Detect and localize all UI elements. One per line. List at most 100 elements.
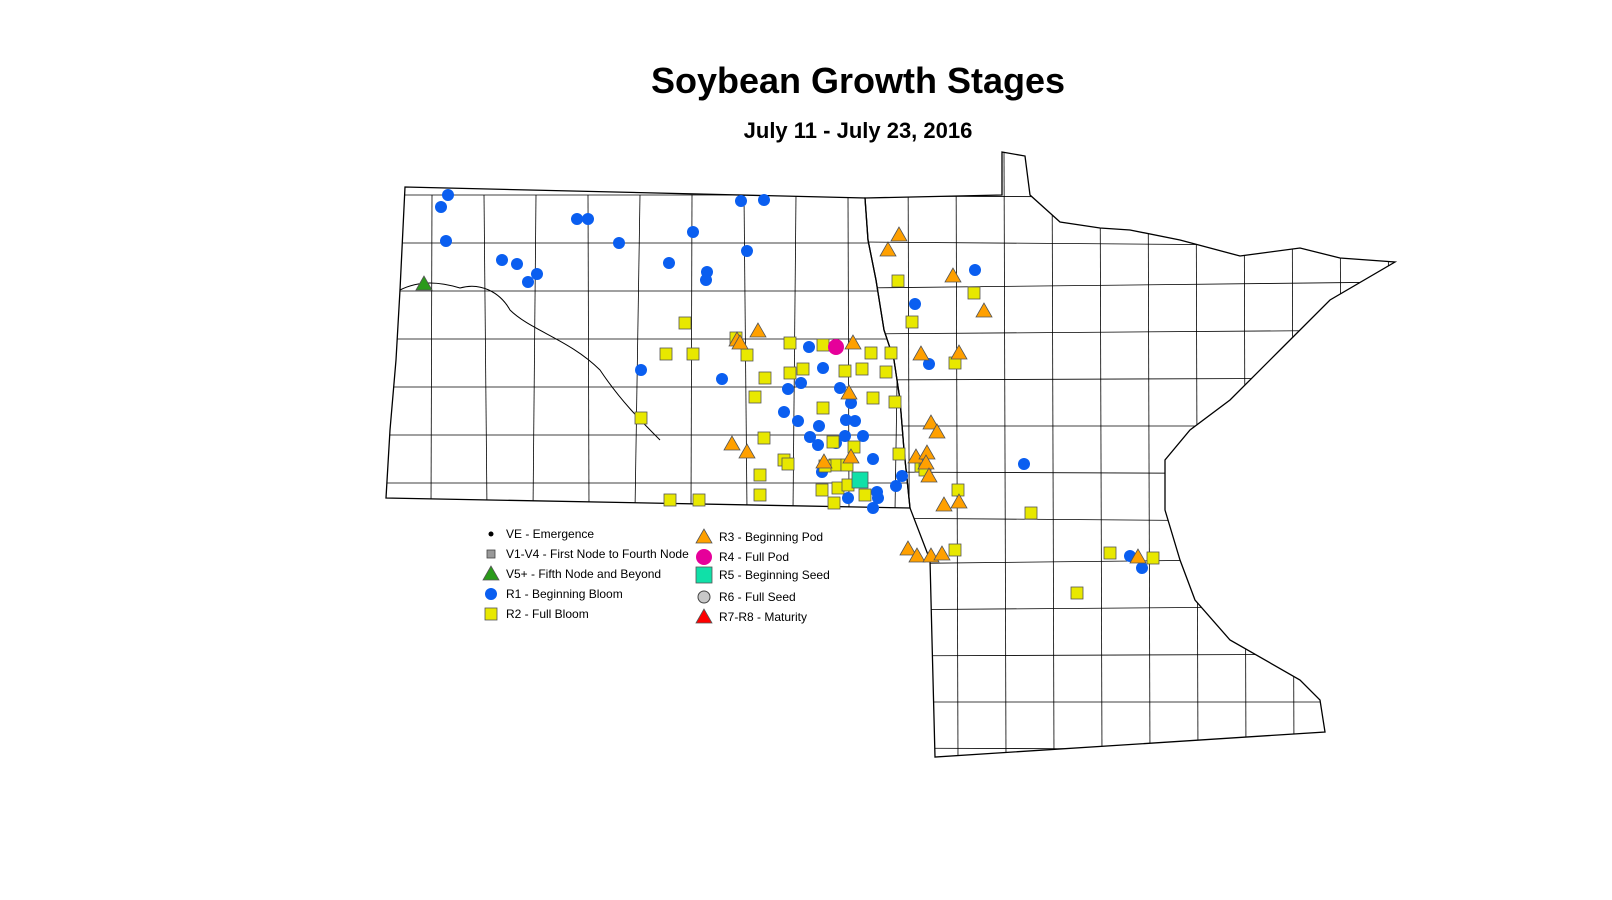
marker-r2 <box>951 483 965 497</box>
missouri-river <box>399 282 661 441</box>
map-subtitle: July 11 - July 23, 2016 <box>743 118 973 143</box>
marker-r1 <box>571 213 583 225</box>
county-line <box>865 281 1395 289</box>
marker-r3 <box>899 540 917 556</box>
marker-r3 <box>933 545 951 561</box>
marker-r1 <box>817 362 829 374</box>
marker-r2 <box>826 435 840 449</box>
marker-r1 <box>782 383 794 395</box>
marker-r3 <box>842 448 860 464</box>
county-line <box>1243 152 1247 757</box>
map-title: Soybean Growth Stages <box>650 60 1066 101</box>
marker-r1 <box>741 245 753 257</box>
marker-r2 <box>866 391 880 405</box>
county-line <box>1195 152 1199 757</box>
marker-r3 <box>815 453 833 469</box>
county-line <box>1291 152 1295 757</box>
legend-label: R7-R8 - Maturity <box>719 610 807 624</box>
marker-r1 <box>582 213 594 225</box>
legend-item-r6: R6 - Full Seed <box>697 590 796 604</box>
marker-r2 <box>1024 506 1038 520</box>
county-line <box>634 194 641 508</box>
marker-r2 <box>1103 546 1117 560</box>
marker-r2 <box>879 365 893 379</box>
legend-label: R6 - Full Seed <box>719 590 796 604</box>
marker-r1 <box>849 415 861 427</box>
legend-symbol-r5 <box>695 566 713 584</box>
marker-r3 <box>920 467 938 483</box>
marker-r1 <box>845 397 857 409</box>
marker-r2 <box>858 488 872 502</box>
county-line <box>375 195 380 510</box>
county-lines-mn <box>865 152 1395 757</box>
marker-r2 <box>891 274 905 288</box>
marker-r3 <box>879 241 897 257</box>
marker-r2 <box>740 348 754 362</box>
marker-r1 <box>440 235 452 247</box>
marker-r3 <box>907 448 925 464</box>
county-line <box>1147 152 1151 757</box>
marker-r1 <box>1018 458 1030 470</box>
county-line <box>865 653 1395 657</box>
legend-item-r4: R4 - Full Pod <box>696 549 789 565</box>
marker-r1 <box>663 257 675 269</box>
county-line <box>955 152 959 757</box>
marker-r2 <box>634 411 648 425</box>
county-line <box>1099 152 1103 757</box>
county-line <box>865 329 1395 335</box>
marker-r3 <box>844 334 862 350</box>
legend-item-ve: VE - Emergence <box>488 527 594 541</box>
county-line <box>1387 152 1391 757</box>
marker-r1 <box>522 276 534 288</box>
legend-label: R4 - Full Pod <box>719 550 789 564</box>
county-line <box>1051 152 1055 757</box>
legend-label: R2 - Full Bloom <box>506 607 589 621</box>
marker-r3 <box>738 443 756 459</box>
legend-item-r7r8: R7-R8 - Maturity <box>695 608 807 624</box>
marker-r3 <box>922 414 940 430</box>
marker-r3 <box>890 226 908 242</box>
marker-r2 <box>855 362 869 376</box>
marker-r1 <box>896 470 908 482</box>
legend-item-r3: R3 - Beginning Pod <box>695 528 823 544</box>
marker-r1 <box>442 189 454 201</box>
marker-r2 <box>815 483 829 497</box>
county-line <box>483 194 488 508</box>
marker-r1 <box>909 298 921 310</box>
county-line <box>1003 152 1007 757</box>
marker-r1 <box>803 341 815 353</box>
marker-r2 <box>905 315 919 329</box>
marker-r2 <box>838 364 852 378</box>
marker-r2 <box>678 316 692 330</box>
marker-r1 <box>867 453 879 465</box>
legend-symbol-r2 <box>484 607 498 621</box>
marker-r2 <box>783 366 797 380</box>
marker-r2 <box>827 496 841 510</box>
marker-r2 <box>748 390 762 404</box>
marker-r2 <box>659 347 673 361</box>
marker-r1 <box>872 492 884 504</box>
marker-r2 <box>864 346 878 360</box>
marker-r2 <box>948 543 962 557</box>
legend-item-v5: V5+ - Fifth Node and Beyond <box>482 565 661 581</box>
county-line <box>865 605 1395 611</box>
legend-symbol-v1v4 <box>486 549 496 559</box>
marker-v5 <box>415 275 433 291</box>
county-line <box>532 194 537 508</box>
marker-r3 <box>935 496 953 512</box>
county-line <box>907 152 911 757</box>
marker-r2 <box>816 338 830 352</box>
marker-r1 <box>496 254 508 266</box>
marker-r3 <box>731 334 749 350</box>
legend-symbol-r3 <box>695 528 713 544</box>
marker-r1 <box>700 274 712 286</box>
legend-label: R3 - Beginning Pod <box>719 530 823 544</box>
legend-symbol-r7r8 <box>695 608 713 624</box>
marker-r3 <box>749 322 767 338</box>
marker-r1 <box>867 502 879 514</box>
marker-r3 <box>917 454 935 470</box>
marker-r2 <box>1146 551 1160 565</box>
marker-r3 <box>908 547 926 563</box>
marker-r3 <box>944 267 962 283</box>
marker-r2 <box>796 362 810 376</box>
